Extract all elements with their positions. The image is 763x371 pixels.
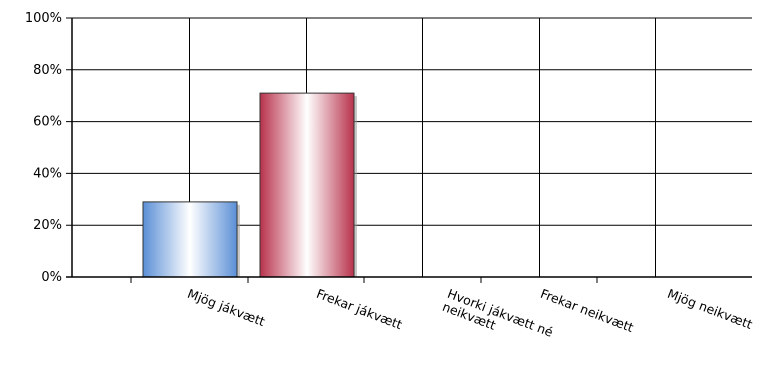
- axes: [66, 18, 752, 283]
- y-tick-label: 20%: [33, 218, 62, 233]
- x-category-label: Mjög jákvætt: [185, 286, 267, 329]
- y-tick-label: 40%: [33, 166, 62, 181]
- bar: [142, 201, 238, 278]
- bar: [259, 92, 355, 278]
- y-tick-label: 0%: [41, 270, 62, 285]
- x-category-label-line: Frekar jákvætt: [314, 286, 404, 332]
- y-tick-label: 100%: [25, 11, 62, 26]
- x-category-label-line: Mjög jákvætt: [185, 286, 267, 329]
- x-category-label: Frekar jákvætt: [314, 286, 404, 332]
- x-category-label-line: Mjög neikvætt: [665, 286, 754, 332]
- x-category-label: Mjög neikvætt: [665, 286, 754, 332]
- y-tick-label: 80%: [33, 63, 62, 78]
- bars: [142, 92, 357, 278]
- y-tick-labels: 0% 20% 40% 60% 80% 100%: [25, 11, 62, 285]
- x-category-labels: Mjög jákvætt Frekar jákvætt Hvorki jákvætt…: [185, 286, 754, 340]
- y-tick-label: 60%: [33, 115, 62, 130]
